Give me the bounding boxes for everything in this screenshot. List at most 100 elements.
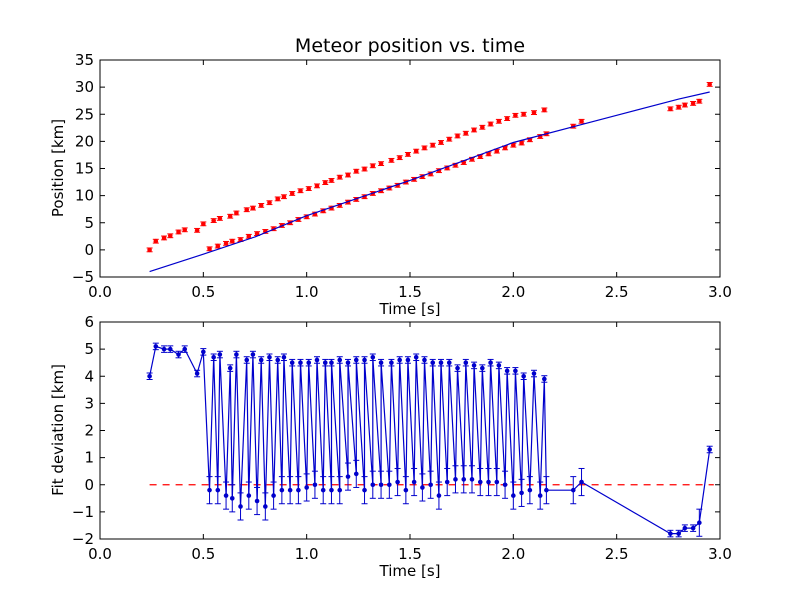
data-point bbox=[279, 487, 285, 493]
data-point bbox=[502, 482, 508, 488]
data-point bbox=[153, 344, 159, 349]
data-point bbox=[430, 360, 436, 365]
data-point bbox=[690, 525, 696, 531]
data-point bbox=[378, 360, 384, 365]
data-point bbox=[480, 365, 485, 371]
data-point bbox=[405, 152, 411, 157]
data-point bbox=[289, 360, 295, 365]
data-point bbox=[471, 363, 477, 368]
data-point bbox=[258, 203, 264, 208]
data-point bbox=[446, 136, 452, 142]
data-point bbox=[345, 474, 351, 479]
data-point bbox=[362, 487, 367, 493]
x-tick-label: 0.0 bbox=[88, 283, 112, 301]
data-point bbox=[579, 479, 584, 485]
data-point bbox=[182, 346, 188, 352]
data-point bbox=[254, 498, 260, 504]
data-point bbox=[707, 82, 712, 87]
data-point bbox=[238, 504, 243, 509]
data-point bbox=[370, 354, 376, 360]
y-tick-label: 20 bbox=[75, 132, 94, 150]
data-point bbox=[314, 357, 320, 363]
x-tick-label: 3.0 bbox=[708, 283, 732, 301]
data-point bbox=[511, 142, 516, 148]
data-point bbox=[486, 479, 491, 485]
data-point bbox=[455, 365, 460, 371]
data-point bbox=[422, 145, 427, 151]
data-point bbox=[337, 487, 343, 493]
x-tick-label: 0.5 bbox=[191, 283, 215, 301]
data-point bbox=[397, 155, 402, 160]
data-point bbox=[322, 180, 328, 185]
data-point bbox=[486, 151, 491, 157]
data-point bbox=[345, 360, 351, 365]
data-point bbox=[504, 368, 510, 374]
data-point bbox=[362, 166, 367, 172]
data-point bbox=[405, 357, 411, 363]
data-point bbox=[362, 357, 367, 363]
data-point bbox=[244, 207, 250, 213]
data-point bbox=[397, 357, 402, 363]
y-tick-label: 0 bbox=[84, 241, 94, 259]
data-point bbox=[201, 349, 206, 355]
data-point bbox=[194, 371, 200, 376]
data-point bbox=[521, 111, 526, 117]
data-point bbox=[161, 346, 167, 352]
deviation-plot-area: 0.0 0.5 1.0 1.5 2.0 2.5 3.0 −2 −1 0 1 2 3 4 5 6 bbox=[72, 313, 732, 563]
data-point bbox=[378, 482, 384, 488]
y-tick-label: −1 bbox=[72, 503, 94, 521]
y-tick-label: 35 bbox=[75, 51, 94, 69]
position-plot-area: 0.0 0.5 1.0 1.5 2.0 2.5 3.0 −5 0 5 10 15 20 25 30 35 bbox=[72, 51, 732, 301]
y-axis-label: Fit deviation [km] bbox=[49, 364, 67, 496]
data-point bbox=[281, 194, 287, 200]
data-point bbox=[314, 183, 320, 189]
data-point bbox=[519, 490, 524, 496]
x-tick-label: 1.5 bbox=[398, 283, 422, 301]
data-point bbox=[446, 360, 452, 365]
series-line bbox=[149, 91, 710, 273]
y-tick-label: 0 bbox=[84, 476, 94, 494]
x-tick-label: 2.0 bbox=[501, 545, 525, 563]
data-point bbox=[281, 354, 287, 360]
data-point bbox=[289, 191, 295, 196]
data-point bbox=[420, 485, 425, 490]
data-point bbox=[395, 479, 400, 485]
data-point bbox=[215, 487, 221, 493]
x-tick-label: 0.0 bbox=[88, 545, 112, 563]
data-point bbox=[263, 504, 268, 509]
x-tick-label: 1.5 bbox=[398, 545, 422, 563]
data-point bbox=[519, 140, 524, 146]
x-tick-label: 2.5 bbox=[605, 545, 629, 563]
data-point bbox=[690, 101, 696, 106]
data-point bbox=[211, 218, 216, 223]
data-point bbox=[438, 360, 444, 365]
data-point bbox=[544, 487, 549, 493]
data-point bbox=[494, 479, 500, 485]
y-tick-label: 30 bbox=[75, 78, 94, 96]
data-point bbox=[428, 482, 433, 488]
data-point bbox=[275, 196, 281, 202]
data-point bbox=[329, 487, 334, 493]
data-point bbox=[707, 447, 712, 452]
data-point bbox=[471, 127, 477, 133]
data-point bbox=[229, 238, 235, 244]
data-point bbox=[477, 479, 483, 485]
data-point bbox=[287, 487, 293, 493]
data-point bbox=[238, 237, 243, 242]
data-point bbox=[403, 487, 409, 493]
x-axis-label: Time [s] bbox=[379, 300, 441, 318]
data-point bbox=[436, 493, 442, 498]
y-tick-label: 10 bbox=[75, 187, 94, 205]
data-point bbox=[378, 161, 384, 166]
data-point bbox=[502, 145, 508, 151]
data-point bbox=[438, 140, 444, 145]
data-point bbox=[668, 106, 673, 112]
data-point bbox=[250, 352, 256, 357]
data-point bbox=[207, 487, 212, 493]
x-tick-label: 0.5 bbox=[191, 545, 215, 563]
y-tick-label: 1 bbox=[84, 449, 94, 467]
data-point bbox=[676, 104, 681, 110]
data-point bbox=[469, 477, 475, 482]
data-point bbox=[345, 172, 351, 178]
y-tick-label: −2 bbox=[72, 530, 94, 548]
